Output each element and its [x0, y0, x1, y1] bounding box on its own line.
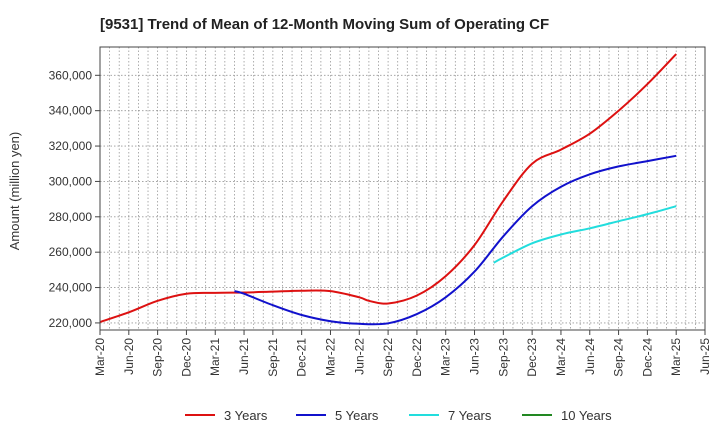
x-tick-label: Dec-24	[640, 338, 654, 377]
y-tick-label: 320,000	[49, 139, 93, 153]
legend: 3 Years 5 Years 7 Years 10 Years	[185, 408, 612, 423]
legend-label: 5 Years	[335, 408, 379, 423]
x-tick-label: Mar-20	[93, 338, 107, 376]
y-tick-label: 260,000	[49, 245, 93, 259]
x-tick-label: Sep-22	[381, 338, 395, 377]
series-line-7-years	[493, 205, 677, 264]
series-line-3-years	[99, 53, 677, 323]
y-tick-label: 300,000	[49, 174, 93, 188]
x-tick-label: Sep-20	[151, 338, 165, 377]
x-tick-label: Mar-21	[208, 338, 222, 376]
x-tick-label: Dec-22	[410, 338, 424, 377]
chart-title: [9531] Trend of Mean of 12-Month Moving …	[100, 16, 549, 33]
y-axis-label: Amount (million yen)	[7, 132, 22, 251]
y-tick-label: 340,000	[49, 104, 93, 118]
y-axis: 220,000 240,000 260,000 280,000 300,000 320,0…	[49, 68, 100, 330]
x-tick-label: Jun-21	[237, 338, 251, 375]
y-tick-label: 360,000	[49, 68, 93, 82]
legend-label: 10 Years	[561, 408, 612, 423]
legend-label: 7 Years	[448, 408, 492, 423]
series-lines	[99, 53, 677, 326]
x-tick-label: Sep-23	[496, 338, 510, 377]
x-tick-label: Dec-21	[295, 338, 309, 377]
x-tick-label: Jun-24	[583, 338, 597, 375]
plot-frame	[99, 46, 706, 331]
x-tick-label: Sep-21	[266, 338, 280, 377]
grid	[99, 47, 706, 330]
x-axis: Mar-20 Jun-20 Sep-20 Dec-20 Mar-21 Jun-21 Sep-…	[93, 330, 712, 377]
x-tick-label: Jun-25	[698, 338, 712, 375]
x-tick-label: Dec-20	[179, 338, 193, 377]
x-tick-label: Jun-23	[468, 338, 482, 375]
x-tick-label: Jun-20	[122, 338, 136, 375]
x-tick-label: Dec-23	[525, 338, 539, 377]
x-tick-label: Mar-25	[669, 338, 683, 376]
y-tick-label: 240,000	[49, 281, 93, 295]
x-tick-label: Jun-22	[352, 338, 366, 375]
series-line-5-years	[234, 154, 677, 326]
x-tick-label: Mar-22	[323, 338, 337, 376]
x-tick-label: Sep-24	[612, 338, 626, 377]
legend-label: 3 Years	[224, 408, 268, 423]
y-tick-label: 220,000	[49, 316, 93, 330]
y-tick-label: 280,000	[49, 210, 93, 224]
x-tick-label: Mar-24	[554, 338, 568, 376]
x-tick-label: Mar-23	[439, 338, 453, 376]
